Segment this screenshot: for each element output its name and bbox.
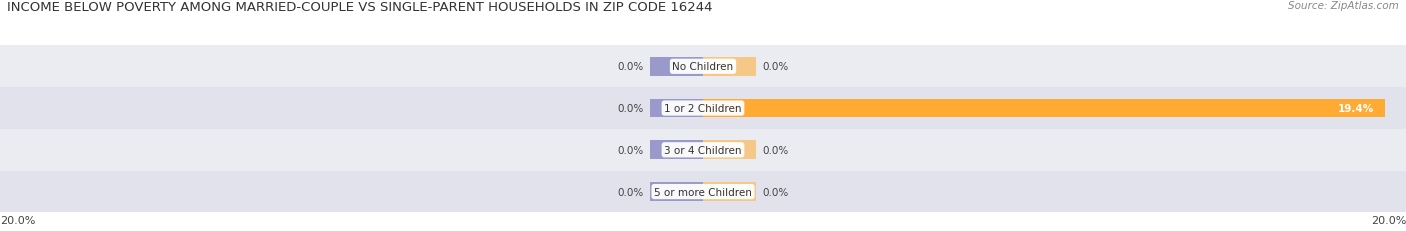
Bar	[703, 58, 756, 76]
Text: 19.4%: 19.4%	[1339, 103, 1374, 114]
Text: 0.0%: 0.0%	[617, 103, 644, 114]
Bar	[0, 129, 1406, 171]
Text: 0.0%: 0.0%	[762, 62, 789, 72]
Text: 0.0%: 0.0%	[762, 187, 789, 197]
Text: 1 or 2 Children: 1 or 2 Children	[664, 103, 742, 114]
Bar	[650, 141, 703, 159]
Bar	[0, 46, 1406, 88]
Text: 0.0%: 0.0%	[617, 145, 644, 155]
Text: 0.0%: 0.0%	[617, 62, 644, 72]
Bar	[703, 99, 1385, 118]
Text: INCOME BELOW POVERTY AMONG MARRIED-COUPLE VS SINGLE-PARENT HOUSEHOLDS IN ZIP COD: INCOME BELOW POVERTY AMONG MARRIED-COUPL…	[7, 1, 713, 14]
Bar	[703, 182, 756, 201]
Bar	[703, 141, 756, 159]
Text: 5 or more Children: 5 or more Children	[654, 187, 752, 197]
Text: 3 or 4 Children: 3 or 4 Children	[664, 145, 742, 155]
Text: 0.0%: 0.0%	[617, 187, 644, 197]
Text: Source: ZipAtlas.com: Source: ZipAtlas.com	[1288, 1, 1399, 11]
Text: 20.0%: 20.0%	[0, 215, 35, 225]
Bar	[0, 171, 1406, 213]
Bar	[650, 58, 703, 76]
Bar	[0, 88, 1406, 129]
Text: 20.0%: 20.0%	[1371, 215, 1406, 225]
Text: 0.0%: 0.0%	[762, 145, 789, 155]
Bar	[650, 99, 703, 118]
Text: No Children: No Children	[672, 62, 734, 72]
Bar	[650, 182, 703, 201]
